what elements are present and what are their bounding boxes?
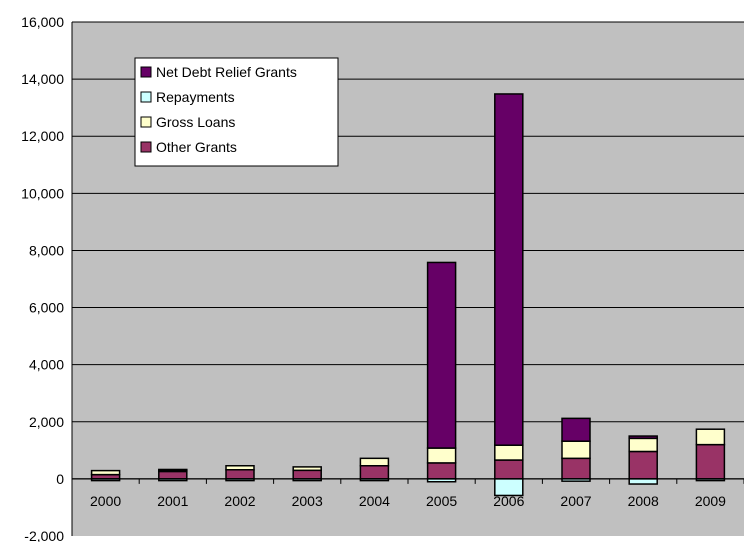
bar-gross-loans [225,465,255,471]
bar-net-debt-relief-grants [561,417,591,442]
x-tick-label: 2007 [560,493,591,509]
y-tick-label: -2,000 [24,528,64,542]
x-tick-label: 2001 [157,493,188,509]
bar-other-grants [292,469,322,480]
y-tick-label: 2,000 [29,414,64,430]
bar-net-debt-relief-grants [426,261,457,449]
bar-net-debt-relief-grants [494,93,524,446]
bar-gross-loans [292,466,322,472]
legend-swatch [140,116,152,128]
bar-other-grants [225,469,255,480]
legend-label: Other Grants [156,139,237,155]
y-tick-label: 10,000 [21,185,64,201]
legend-label: Gross Loans [156,114,235,130]
bar-other-grants [494,459,524,480]
bar-gross-loans [695,428,726,446]
legend: Net Debt Relief Grants Repayments Gross Lo… [134,57,339,167]
x-tick-label: 2006 [493,493,524,509]
bar-net-debt-relief-grants [158,468,188,472]
x-tick-label: 2005 [426,493,457,509]
bar-gross-loans [359,457,390,467]
bar-other-grants [628,450,658,480]
legend-label: Repayments [156,89,235,105]
bar-other-grants [426,462,457,480]
legend-swatch [140,91,152,103]
legend-swatch [140,141,152,153]
bar-other-grants [695,443,726,480]
x-tick-label: 2004 [359,493,390,509]
y-tick-label: 14,000 [21,71,64,87]
x-tick-label: 2003 [292,493,323,509]
bar-gross-loans [628,437,658,453]
bar-other-grants [359,465,390,480]
y-tick-label: 8,000 [29,242,64,258]
x-tick-label: 2008 [628,493,659,509]
legend-swatch [140,66,152,78]
bar-gross-loans [494,444,524,461]
legend-label: Net Debt Relief Grants [156,64,297,80]
y-tick-label: 0 [56,471,64,487]
bars [90,93,726,497]
y-tick-label: 12,000 [21,128,64,144]
bar-other-grants [561,457,591,480]
legend-box [134,57,339,167]
x-tick-label: 2000 [90,493,121,509]
x-axis-ticks: 2000 2001 2002 2003 2004 2005 2006 2007 2008 2009 [71,478,744,509]
y-tick-label: 16,000 [21,14,64,30]
bar-net-debt-relief-grants [628,435,658,440]
bar-gross-loans [561,440,591,460]
y-tick-label: 4,000 [29,357,64,373]
bar-other-grants [158,470,188,480]
bar-gross-loans [426,447,457,464]
y-axis-ticks: 16,000 14,000 12,000 10,000 8,000 6,000 4,000 2… [21,14,64,542]
bar-repayments [628,478,658,485]
bar-gross-loans [90,469,121,476]
y-tick-label: 6,000 [29,300,64,316]
x-tick-label: 2002 [224,493,255,509]
x-tick-label: 2009 [695,493,726,509]
